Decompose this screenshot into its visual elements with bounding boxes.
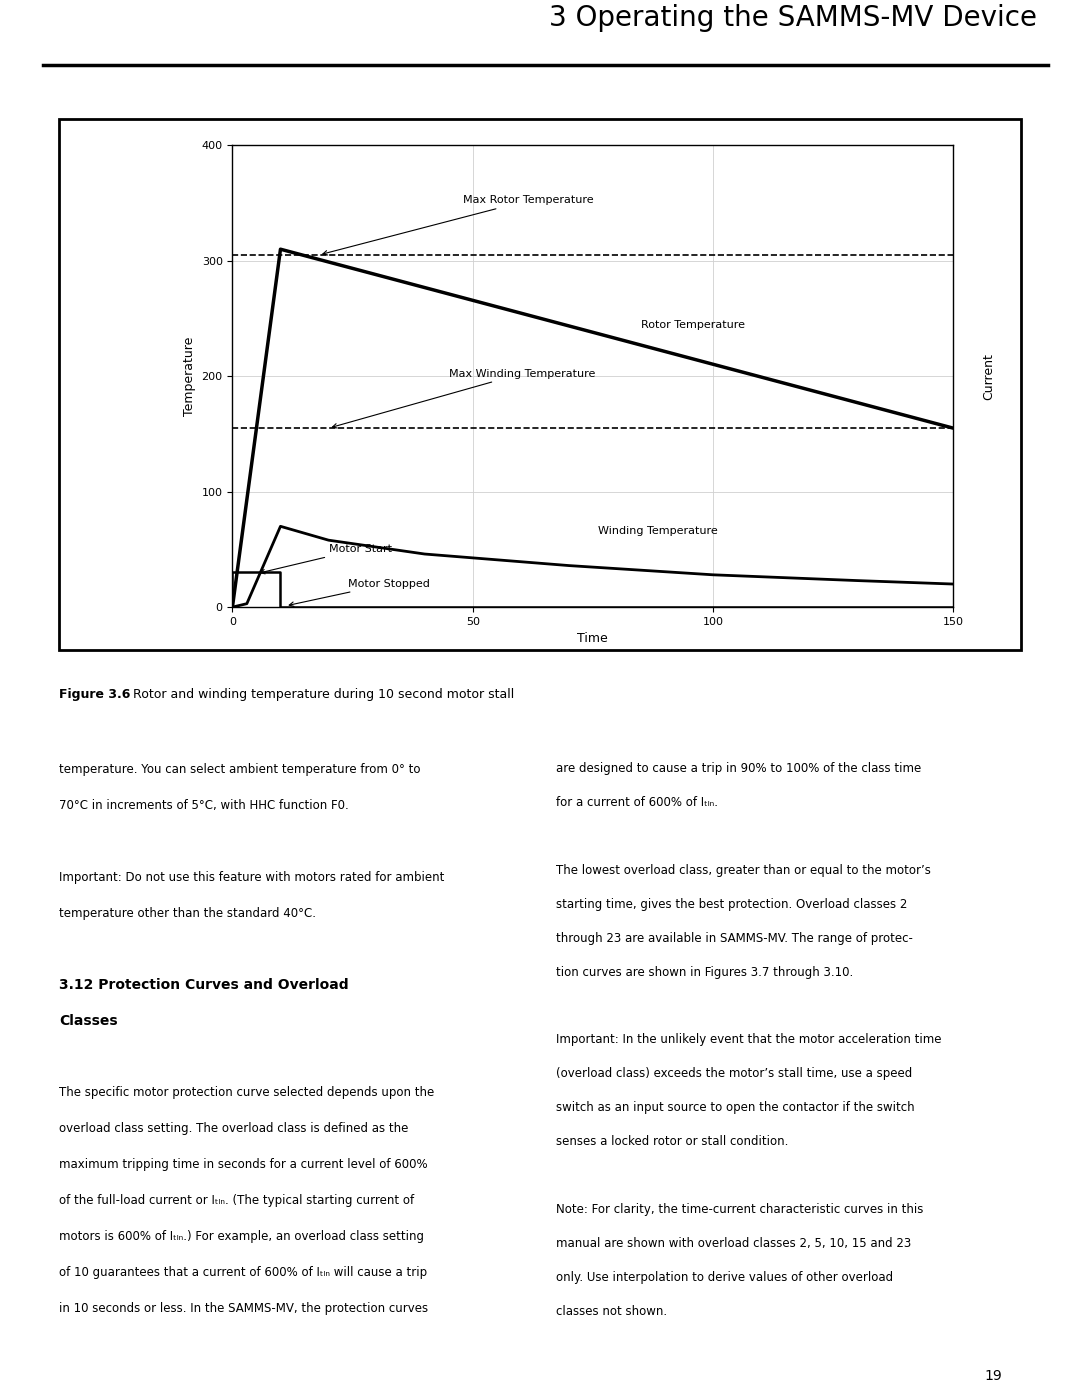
Text: The lowest overload class, greater than or equal to the motor’s: The lowest overload class, greater than … (556, 863, 931, 877)
Text: senses a locked rotor or stall condition.: senses a locked rotor or stall condition… (556, 1136, 788, 1148)
Text: The specific motor protection curve selected depends upon the: The specific motor protection curve sele… (59, 1087, 434, 1099)
Text: Winding Temperature: Winding Temperature (597, 525, 717, 535)
Text: for a current of 600% of Iₜₗₙ.: for a current of 600% of Iₜₗₙ. (556, 796, 718, 809)
X-axis label: Time: Time (578, 633, 608, 645)
Text: in 10 seconds or less. In the SAMMS-MV, the protection curves: in 10 seconds or less. In the SAMMS-MV, … (59, 1302, 429, 1315)
Text: tion curves are shown in Figures 3.7 through 3.10.: tion curves are shown in Figures 3.7 thr… (556, 965, 853, 978)
Text: through 23 are available in SAMMS-MV. The range of protec-: through 23 are available in SAMMS-MV. Th… (556, 932, 913, 944)
Text: 3 Operating the SAMMS-MV Device: 3 Operating the SAMMS-MV Device (549, 4, 1037, 32)
Text: Important: In the unlikely event that the motor acceleration time: Important: In the unlikely event that th… (556, 1034, 942, 1046)
Text: maximum tripping time in seconds for a current level of 600%: maximum tripping time in seconds for a c… (59, 1158, 428, 1171)
Text: starting time, gives the best protection. Overload classes 2: starting time, gives the best protection… (556, 898, 907, 911)
Text: temperature. You can select ambient temperature from 0° to: temperature. You can select ambient temp… (59, 763, 421, 777)
Text: of the full-load current or Iₜₗₙ. (The typical starting current of: of the full-load current or Iₜₗₙ. (The t… (59, 1194, 415, 1207)
Y-axis label: Temperature: Temperature (183, 337, 195, 416)
Text: motors is 600% of Iₜₗₙ.) For example, an overload class setting: motors is 600% of Iₜₗₙ.) For example, an… (59, 1229, 424, 1243)
Text: Motor Start: Motor Start (260, 543, 392, 574)
Text: Max Winding Temperature: Max Winding Temperature (333, 369, 595, 427)
Text: of 10 guarantees that a current of 600% of Iₜₗₙ will cause a trip: of 10 guarantees that a current of 600% … (59, 1266, 428, 1278)
Text: Classes: Classes (59, 1014, 118, 1028)
Text: Figure 3.6: Figure 3.6 (59, 687, 131, 701)
Text: 3.12 Protection Curves and Overload: 3.12 Protection Curves and Overload (59, 978, 349, 992)
Text: are designed to cause a trip in 90% to 100% of the class time: are designed to cause a trip in 90% to 1… (556, 761, 921, 775)
Text: 70°C in increments of 5°C, with HHC function F0.: 70°C in increments of 5°C, with HHC func… (59, 799, 349, 812)
Text: Max Rotor Temperature: Max Rotor Temperature (323, 196, 594, 256)
Text: Important: Do not use this feature with motors rated for ambient: Important: Do not use this feature with … (59, 870, 445, 884)
Text: switch as an input source to open the contactor if the switch: switch as an input source to open the co… (556, 1101, 915, 1115)
Text: manual are shown with overload classes 2, 5, 10, 15 and 23: manual are shown with overload classes 2… (556, 1236, 912, 1250)
Text: classes not shown.: classes not shown. (556, 1305, 667, 1317)
Text: Current: Current (982, 353, 995, 400)
Text: Rotor Temperature: Rotor Temperature (640, 320, 745, 330)
Text: Rotor and winding temperature during 10 second motor stall: Rotor and winding temperature during 10 … (129, 687, 514, 701)
Text: only. Use interpolation to derive values of other overload: only. Use interpolation to derive values… (556, 1271, 893, 1284)
Text: (overload class) exceeds the motor’s stall time, use a speed: (overload class) exceeds the motor’s sta… (556, 1067, 913, 1080)
Text: 19: 19 (985, 1369, 1002, 1383)
Text: Note: For clarity, the time-current characteristic curves in this: Note: For clarity, the time-current char… (556, 1203, 923, 1215)
Text: Motor Stopped: Motor Stopped (289, 578, 430, 606)
Text: overload class setting. The overload class is defined as the: overload class setting. The overload cla… (59, 1122, 408, 1136)
Text: temperature other than the standard 40°C.: temperature other than the standard 40°C… (59, 907, 316, 919)
